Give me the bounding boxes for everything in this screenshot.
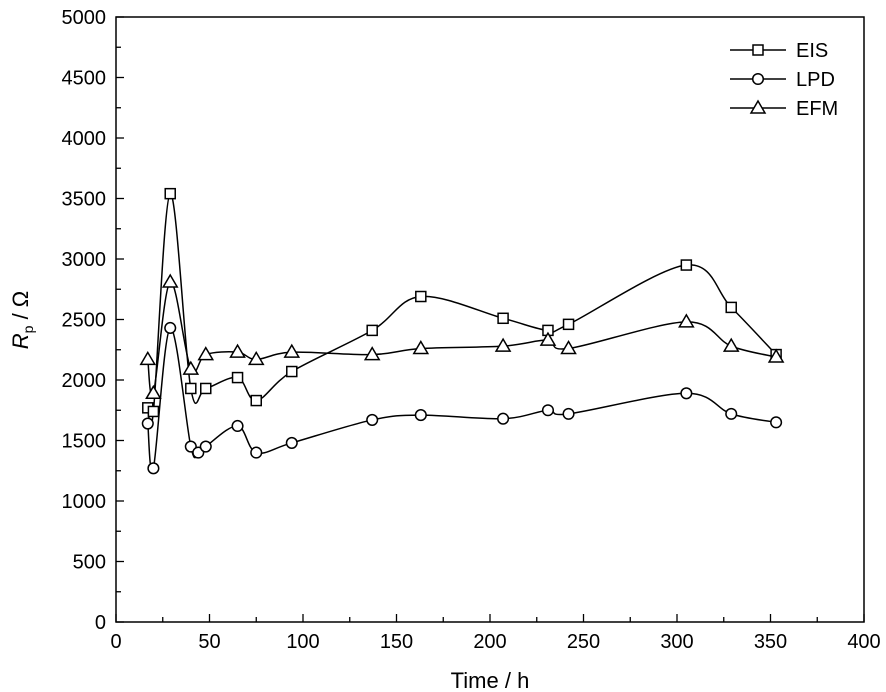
data-point-lpd [147,462,160,475]
legend: EIS LPD EFM [730,40,838,120]
data-point-lpd [770,416,783,429]
data-point-efm [494,337,512,352]
data-point-eis [250,394,262,407]
legend-marker-square [752,44,764,56]
data-point-efm [161,273,179,288]
data-point-efm [283,343,301,358]
y-tick-label: 1000 [62,491,107,513]
x-tick-label: 50 [198,631,220,653]
data-point-lpd [285,436,298,449]
data-point-lpd [541,404,555,417]
legend-label: LPD [796,69,835,91]
data-point-eis [725,301,737,314]
data-point-eis [200,382,212,395]
data-point-eis [286,365,298,378]
data-point-efm [767,348,785,363]
y-tick-label: 500 [73,552,106,574]
y-tick-label: 4500 [62,68,107,90]
x-tick-label: 400 [847,631,880,653]
data-point-efm [539,331,557,346]
y-axis-label-main: R [8,333,33,349]
data-point-efm [722,337,740,352]
x-axis-label: Time / h [451,668,530,692]
series-line-lpd [147,327,777,472]
legend-marker-circle [751,72,765,86]
data-point-lpd [199,440,212,453]
y-axis-label-sub: p [20,325,36,333]
y-axis-label-unit: / Ω [8,291,33,326]
data-point-efm [229,343,246,358]
legend-item-efm: EFM [730,98,838,120]
data-point-efm [145,384,162,400]
y-tick-label: 3000 [62,249,107,271]
data-point-eis [562,318,575,331]
x-tick-label: 200 [473,631,506,653]
data-point-lpd [680,387,693,400]
y-tick-label: 2500 [62,310,107,332]
series-efm [139,273,785,400]
x-tick-label: 0 [110,631,121,653]
x-tick-label: 350 [754,631,787,653]
data-point-efm [678,313,695,328]
x-tick-label: 250 [567,631,600,653]
y-tick-label: 3500 [62,189,107,211]
y-tick-label: 0 [95,612,106,634]
data-point-eis [231,371,244,384]
data-point-eis [164,187,176,200]
data-point-lpd [562,407,575,420]
legend-item-lpd: LPD [730,69,835,91]
data-point-eis [366,324,378,337]
data-point-efm [197,346,215,361]
x-tick-label: 300 [660,631,693,653]
legend-item-eis: EIS [730,40,828,62]
data-point-eis [680,259,693,271]
data-point-eis [147,405,160,418]
data-point-lpd [231,419,244,433]
data-point-lpd [497,412,510,425]
series-lpd [141,321,783,475]
data-point-lpd [141,417,154,430]
data-point-efm [182,360,200,375]
y-tick-label: 1500 [62,431,107,453]
x-tick-label: 100 [286,631,319,653]
data-point-lpd [725,407,738,420]
data-point-eis [415,290,427,303]
data-point-lpd [164,321,177,335]
y-tick-label: 5000 [62,7,107,29]
data-point-eis [497,312,509,325]
data-point-lpd [414,409,427,422]
series-line-efm [147,281,777,397]
data-point-lpd [250,446,263,459]
data-point-efm [363,346,381,361]
y-tick-label: 2000 [62,370,107,392]
y-tick-label: 4000 [62,128,107,150]
legend-label: EFM [796,98,838,120]
data-point-efm [412,340,430,355]
data-point-efm [139,350,157,366]
data-point-efm [247,350,265,366]
data-point-lpd [366,413,379,426]
data-point-efm [560,340,577,355]
legend-marker-triangle [749,99,767,114]
data-point-eis [185,382,197,395]
legend-label: EIS [796,40,828,62]
y-axis-label: Rp / Ω [8,291,36,349]
x-tick-label: 150 [380,631,413,653]
